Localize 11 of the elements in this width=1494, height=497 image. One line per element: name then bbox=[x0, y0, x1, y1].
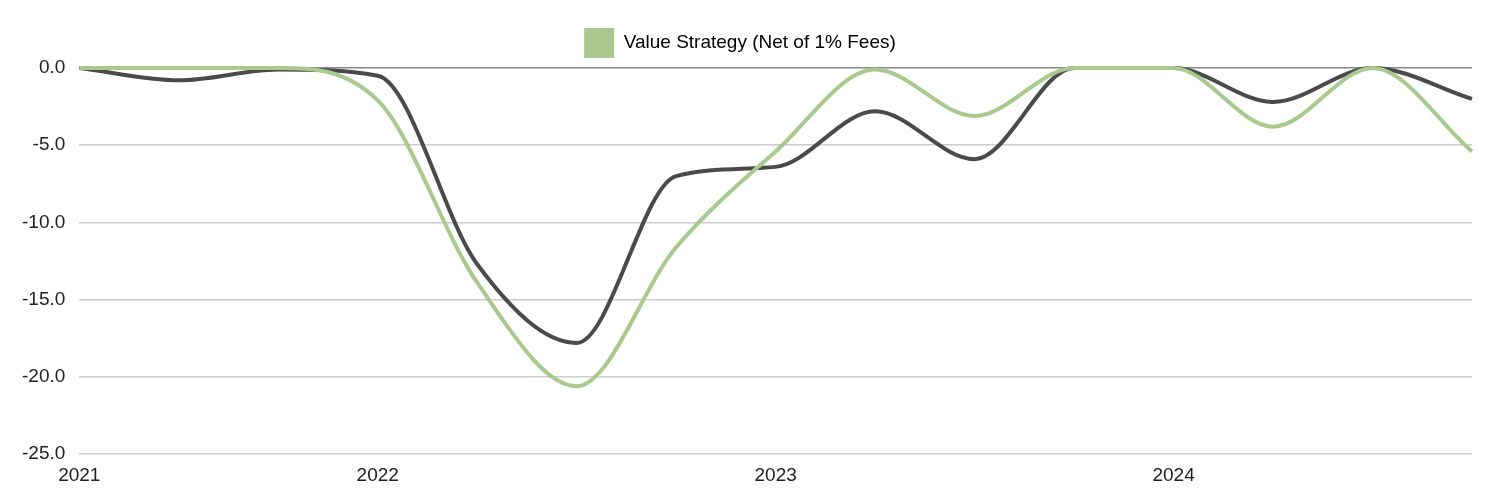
x-tick-label: 2021 bbox=[58, 463, 101, 485]
y-tick-label: -15.0 bbox=[21, 287, 66, 309]
x-tick-label: 2024 bbox=[1152, 463, 1196, 485]
x-tick-label: 2023 bbox=[754, 463, 797, 485]
y-tick-label: -25.0 bbox=[21, 442, 66, 464]
legend-label: Value Strategy (Net of 1% Fees) bbox=[623, 31, 896, 53]
y-tick-label: 0.0 bbox=[38, 56, 66, 78]
y-tick-label: -10.0 bbox=[21, 210, 66, 232]
y-tick-label: -5.0 bbox=[32, 133, 66, 155]
y-tick-label: -20.0 bbox=[21, 365, 66, 387]
x-tick-label: 2022 bbox=[356, 463, 399, 485]
